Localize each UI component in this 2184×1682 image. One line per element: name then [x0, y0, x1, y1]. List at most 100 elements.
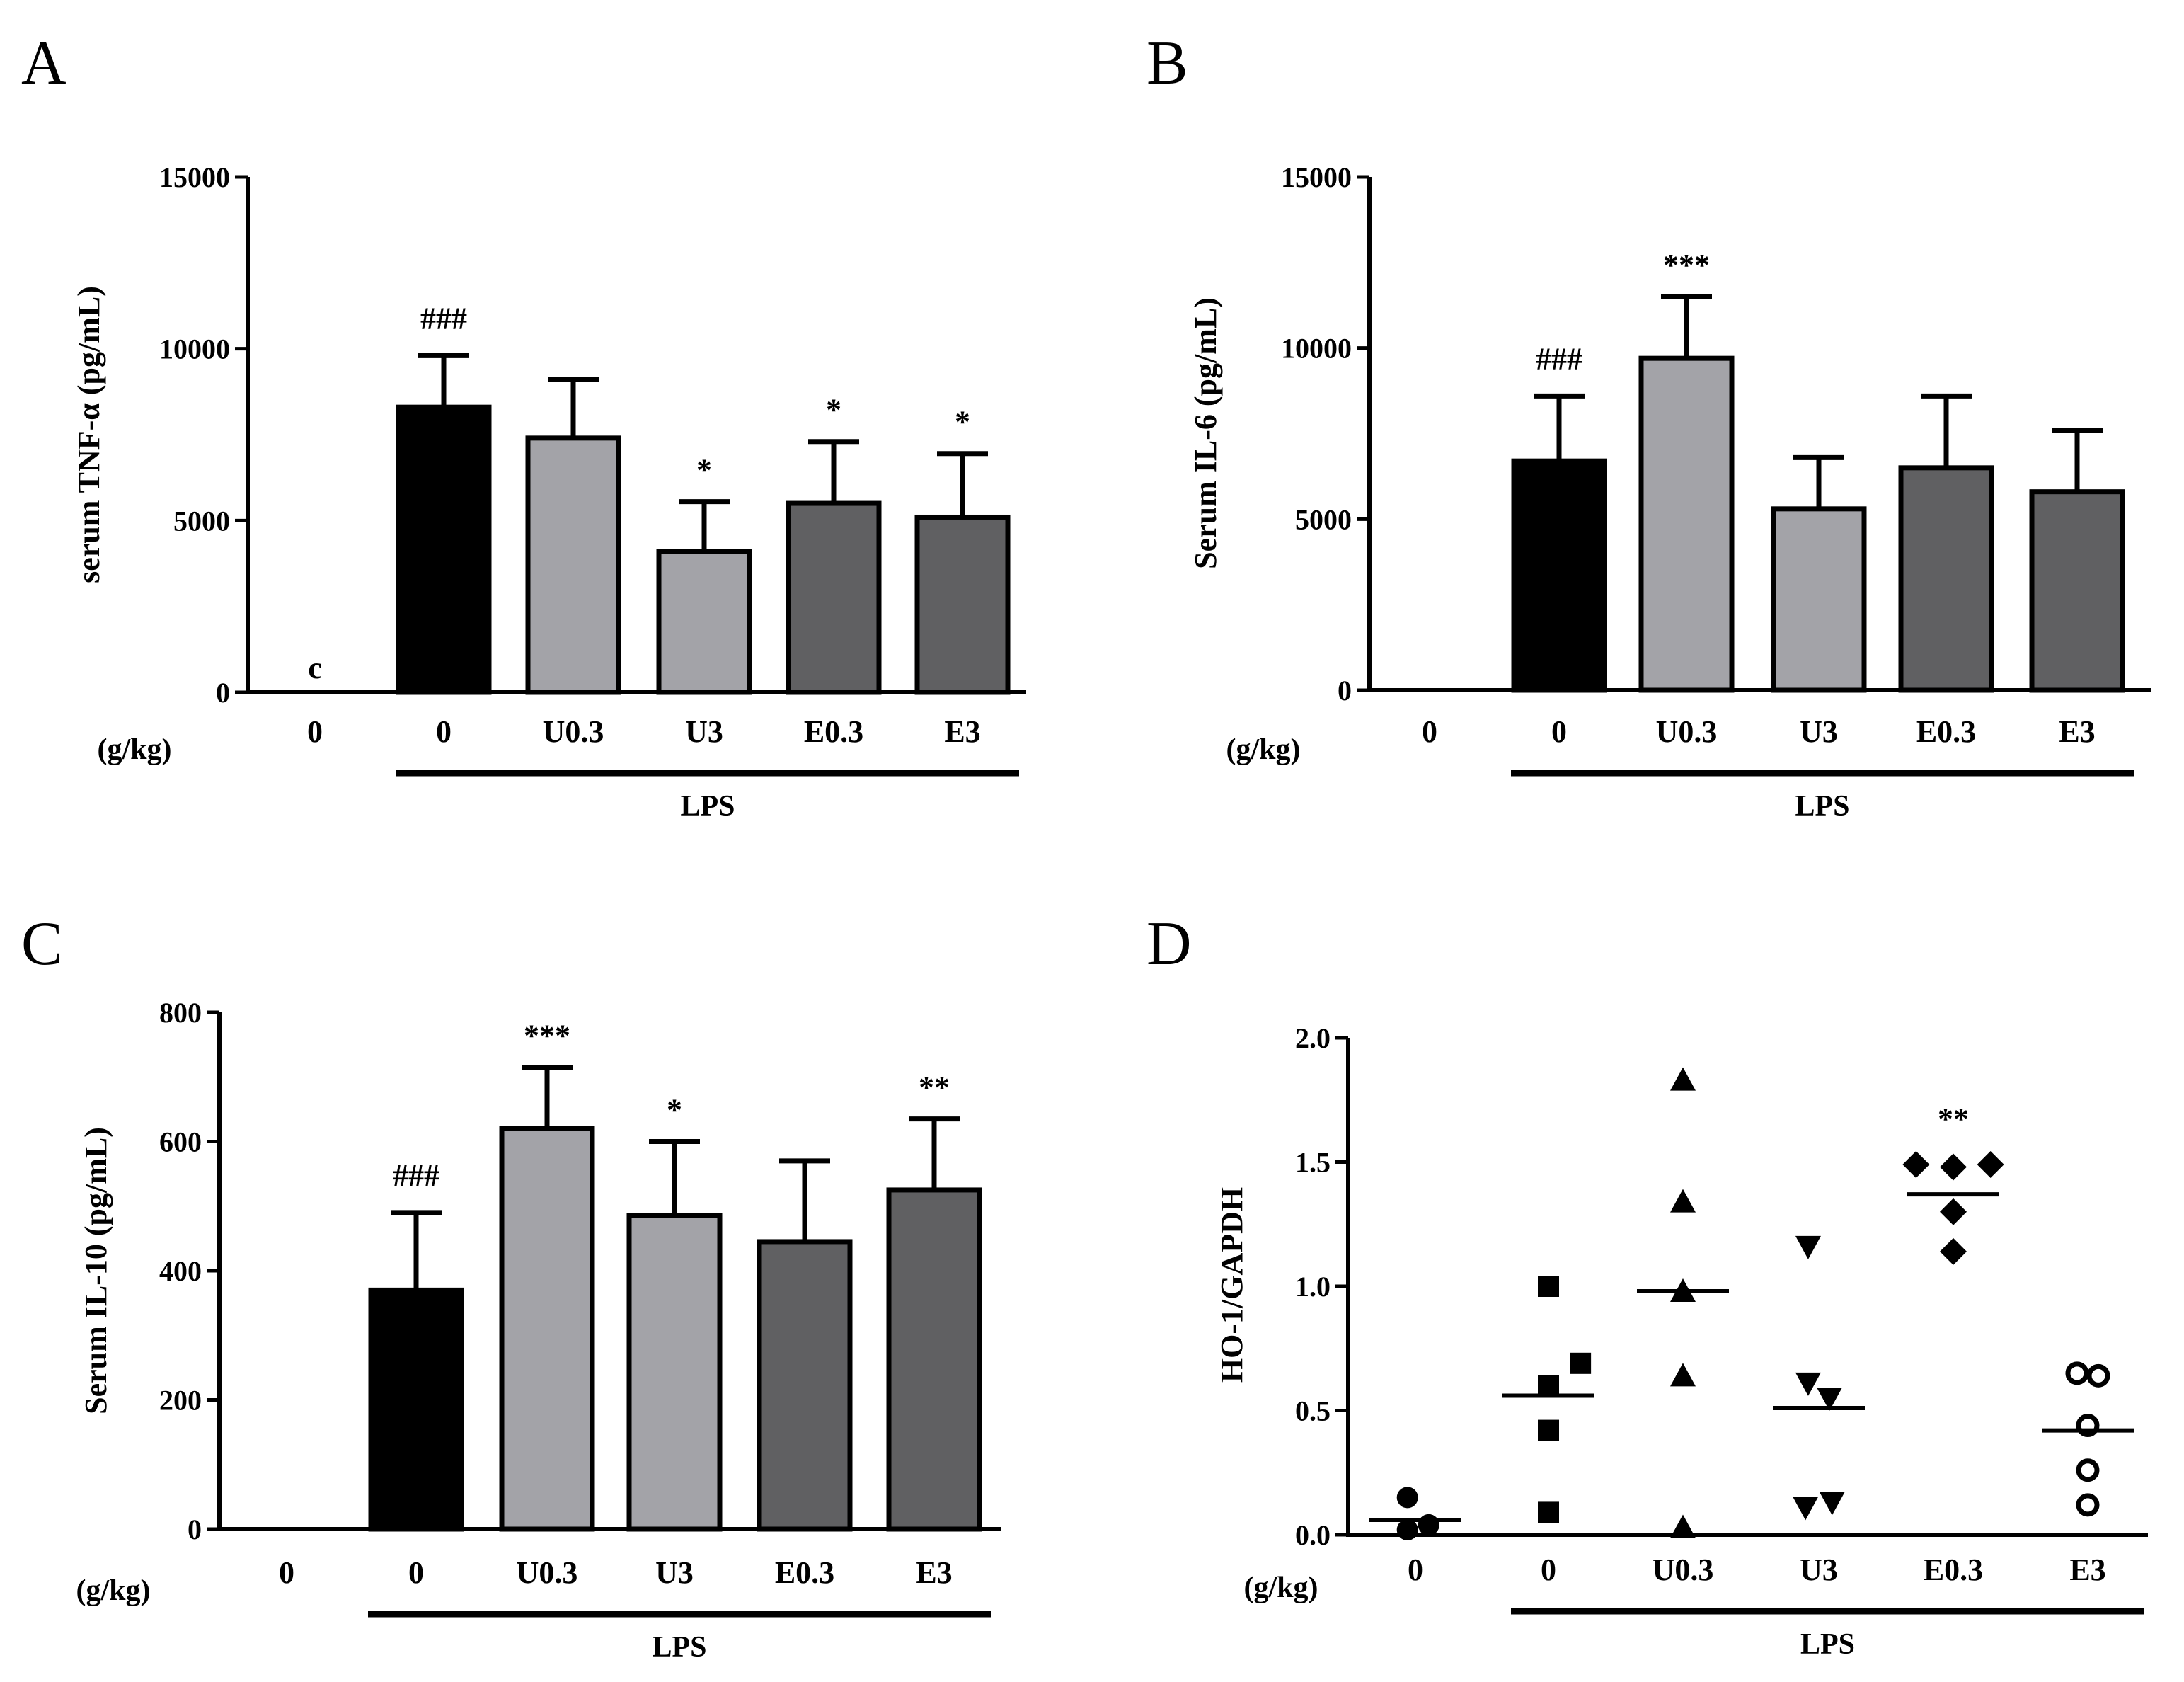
dose-unit-label: (g/kg) [1244, 1572, 1318, 1604]
x-category-label: U0.3 [517, 1555, 578, 1590]
x-category-label: U3 [1800, 714, 1838, 749]
significance-label: *** [1663, 248, 1710, 282]
x-category-label: U0.3 [543, 714, 604, 749]
bar [786, 500, 882, 695]
significance-label: ### [420, 301, 467, 336]
lps-group-label: LPS [680, 790, 735, 823]
data-point-circle [1396, 1518, 1418, 1540]
significance-label: ** [919, 1070, 950, 1105]
lps-group-label: LPS [652, 1631, 706, 1664]
x-category-label: E3 [2059, 714, 2095, 749]
data-point-square [1538, 1419, 1559, 1441]
y-tick-label: 15000 [159, 161, 230, 193]
data-point-square [1538, 1375, 1559, 1397]
x-category-label: U0.3 [1656, 714, 1718, 749]
significance-label: * [955, 405, 970, 440]
bar [1511, 458, 1607, 693]
bar [499, 1126, 595, 1532]
panel-d-ho1-scatter: 0.0 0.5 1.0 1.5 2.0 HO-1/GAPDH 0 0 U0.3 U3 E0.3 E3 (… [1214, 1022, 2148, 1661]
bar [525, 435, 621, 695]
y-tick-label: 0.0 [1295, 1519, 1330, 1551]
x-category-label: U3 [1800, 1552, 1838, 1587]
data-point-triangle-down [1817, 1387, 1843, 1411]
y-tick-label: 400 [159, 1255, 202, 1287]
y-axis-label: Serum IL-6 (pg/mL) [1188, 297, 1223, 569]
significance-label: c [308, 651, 322, 685]
x-category-label: 0 [279, 1555, 294, 1590]
x-category-label: U3 [655, 1555, 694, 1590]
data-point-circle [1418, 1514, 1439, 1535]
lps-group-label: LPS [1800, 1628, 1855, 1661]
y-tick-label: 10000 [159, 333, 230, 365]
x-category-label: 0 [1422, 714, 1437, 749]
data-point-triangle-up [1670, 1514, 1696, 1538]
y-tick-label: 800 [159, 997, 202, 1029]
data-point-diamond [1977, 1151, 2004, 1179]
data-point-diamond [1940, 1153, 1967, 1181]
data-point-square [1538, 1501, 1559, 1523]
panel-letter-c: C [21, 910, 63, 978]
x-category-label: 0 [408, 1555, 424, 1590]
y-tick-label: 0 [216, 677, 230, 709]
bar [626, 1213, 723, 1532]
significance-label: * [826, 393, 841, 428]
data-point-triangle-down [1795, 1372, 1821, 1396]
y-tick-label: 600 [159, 1126, 202, 1158]
data-point-triangle-down [1795, 1235, 1821, 1259]
bar [368, 1287, 464, 1532]
y-axis-label: Serum IL-10 (pg/mL) [79, 1127, 113, 1414]
bar [757, 1239, 853, 1532]
bar [1898, 465, 1994, 693]
y-tick-label: 0.5 [1295, 1395, 1330, 1427]
x-category-label: U0.3 [1653, 1552, 1714, 1587]
panel-a-tnf-alpha-chart: 0 5000 10000 15000 serum TNF-α (pg/mL) 0 0 U0.3… [71, 161, 1026, 823]
data-point-triangle-down [1793, 1497, 1819, 1521]
bar [396, 404, 492, 695]
x-category-label: 0 [1541, 1552, 1556, 1587]
significance-label: *** [524, 1019, 570, 1053]
x-category-label: E0.3 [804, 714, 863, 749]
data-point-triangle-up [1670, 1189, 1696, 1213]
x-category-label: 0 [436, 714, 452, 749]
y-tick-label: 10000 [1281, 333, 1352, 365]
y-tick-label: 2.0 [1295, 1022, 1330, 1054]
significance-label: * [667, 1093, 682, 1128]
data-point-diamond [1902, 1151, 1930, 1179]
y-tick-label: 5000 [173, 505, 230, 537]
data-point-square [1538, 1276, 1559, 1297]
bar [914, 514, 1011, 695]
y-tick-label: 15000 [1281, 161, 1352, 193]
y-tick-label: 1.5 [1295, 1147, 1330, 1179]
data-point-open-circle [2086, 1363, 2110, 1388]
y-tick-label: 5000 [1295, 503, 1352, 535]
panel-b-il6-chart: 0 5000 10000 15000 Serum IL-6 (pg/mL) 0 0 U0.3 U… [1188, 161, 2151, 823]
x-category-label: E0.3 [1916, 714, 1976, 749]
y-tick-label: 1.0 [1295, 1271, 1330, 1303]
data-point-open-circle [2065, 1361, 2089, 1385]
significance-label: ### [393, 1158, 439, 1193]
bar [1638, 355, 1735, 693]
y-axis-label: serum TNF-α (pg/mL) [71, 286, 106, 583]
bar [656, 549, 752, 695]
panel-letter-d: D [1146, 910, 1192, 978]
data-point-square [1570, 1352, 1592, 1374]
panel-c-il10-chart: 0 200 400 600 800 Serum IL-10 (pg/mL) 0 0 U0.3 U3… [76, 997, 1001, 1664]
dose-unit-label: (g/kg) [76, 1574, 151, 1607]
x-category-label: E0.3 [775, 1555, 834, 1590]
data-point-open-circle [2076, 1493, 2100, 1517]
bar [1771, 506, 1867, 693]
y-tick-label: 0 [188, 1514, 202, 1545]
x-category-label: 0 [307, 714, 323, 749]
bar [886, 1187, 982, 1532]
y-tick-label: 0 [1338, 675, 1352, 706]
x-category-label: E3 [2069, 1552, 2105, 1587]
panel-letter-a: A [21, 29, 67, 98]
data-point-circle [1396, 1487, 1418, 1509]
dose-unit-label: (g/kg) [98, 733, 172, 766]
x-category-label: E3 [944, 714, 980, 749]
x-category-label: 0 [1408, 1552, 1423, 1587]
data-point-triangle-up [1670, 1363, 1696, 1387]
data-point-diamond [1940, 1237, 1967, 1265]
significance-label: ** [1938, 1102, 1969, 1136]
